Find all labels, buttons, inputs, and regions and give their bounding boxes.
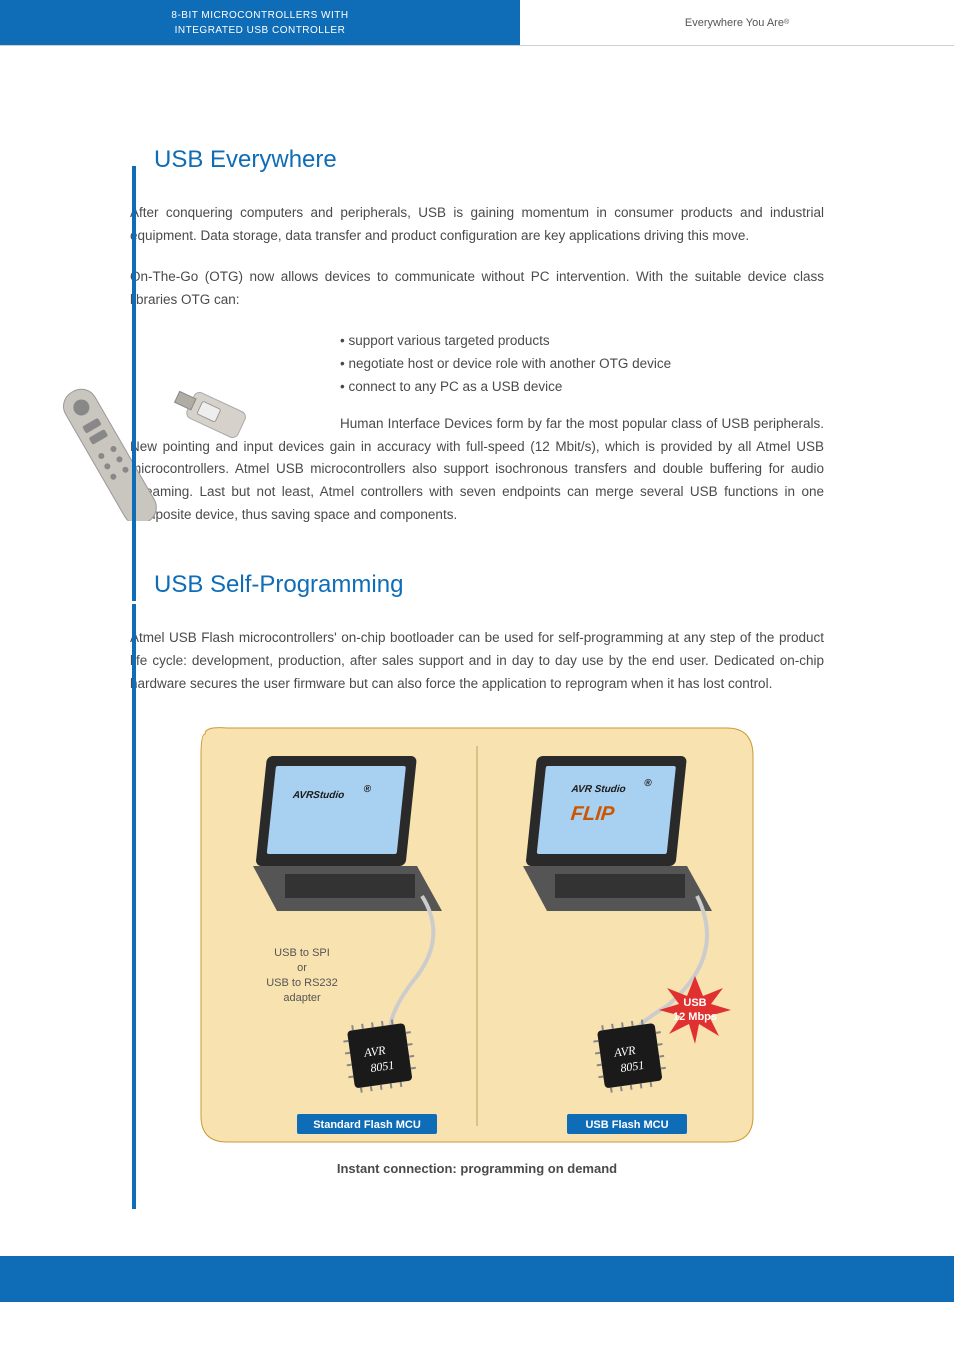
footer-bar bbox=[0, 1256, 954, 1302]
section2-title: USB Self-Programming bbox=[154, 571, 824, 599]
burst-l2: 12 Mbps bbox=[673, 1011, 717, 1023]
header-line2: INTEGRATED USB CONTROLLER bbox=[175, 25, 346, 36]
section1-p2: On-The-Go (OTG) now allows devices to co… bbox=[130, 266, 824, 312]
otg-bullet-list: support various targeted products negoti… bbox=[340, 330, 824, 399]
left-screen-label: AVRStudio bbox=[291, 790, 345, 801]
bullet-item: negotiate host or device role with anoth… bbox=[340, 353, 824, 376]
adapter-l3: USB to RS232 bbox=[266, 977, 338, 989]
bullet-item: connect to any PC as a USB device bbox=[340, 376, 824, 399]
section2-p1: Atmel USB Flash microcontrollers' on-chi… bbox=[130, 627, 824, 696]
section1-p1: After conquering computers and periphera… bbox=[130, 202, 824, 248]
adapter-l4: adapter bbox=[283, 992, 321, 1004]
section-rule-2 bbox=[132, 604, 136, 1209]
bullet-item: support various targeted products bbox=[340, 330, 824, 353]
left-box-label: Standard Flash MCU bbox=[313, 1119, 421, 1131]
svg-text:FLIP: FLIP bbox=[570, 803, 616, 825]
header-line1: 8-BIT MICROCONTROLLERS WITH bbox=[171, 10, 348, 21]
burst-l1: USB bbox=[683, 997, 706, 1009]
adapter-l1: USB to SPI bbox=[274, 947, 330, 959]
page-header: 8-BIT MICROCONTROLLERS WITH INTEGRATED U… bbox=[0, 0, 954, 46]
programming-diagram: AVRStudio ® USB to SPI or USB to RS232 a… bbox=[197, 726, 757, 1176]
header-title-block: 8-BIT MICROCONTROLLERS WITH INTEGRATED U… bbox=[0, 0, 520, 45]
page-body: USB Everywhere After conquering computer… bbox=[0, 46, 954, 1216]
header-tagline: Everywhere You Are® bbox=[520, 0, 954, 45]
section1-title: USB Everywhere bbox=[154, 146, 824, 174]
section-rule-1 bbox=[132, 166, 136, 601]
adapter-l2: or bbox=[297, 962, 307, 974]
svg-text:AVR Studio: AVR Studio bbox=[570, 784, 626, 795]
diagram-caption: Instant connection: programming on deman… bbox=[197, 1161, 757, 1176]
device-photo bbox=[40, 361, 260, 521]
right-box-label: USB Flash MCU bbox=[585, 1119, 668, 1131]
